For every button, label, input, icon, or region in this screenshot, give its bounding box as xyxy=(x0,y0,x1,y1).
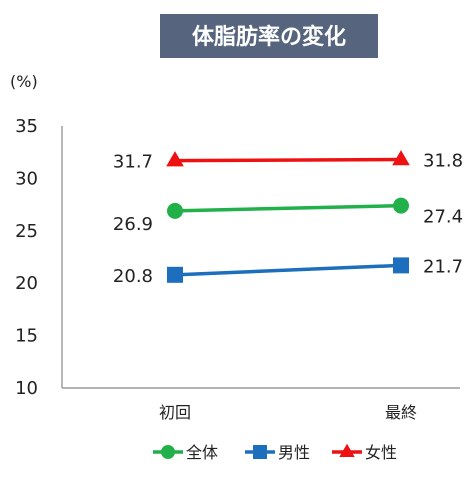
legend-label: 全体 xyxy=(186,443,218,462)
series-circle: 26.9 27.4 xyxy=(113,197,463,235)
y-tick-label: 10 xyxy=(15,378,38,399)
y-tick-label: 35 xyxy=(15,116,38,137)
legend-item: 全体 xyxy=(153,443,218,462)
legend-label: 男性 xyxy=(278,443,310,462)
legend-marker xyxy=(161,445,175,459)
series-square: 20.8 21.7 xyxy=(113,256,463,286)
data-label: 21.7 xyxy=(423,256,463,277)
y-tick-label: 15 xyxy=(15,326,38,347)
chart-title: 体脂肪率の変化 xyxy=(192,24,346,50)
series-line xyxy=(174,157,402,163)
legend-marker xyxy=(253,445,267,459)
y-axis-unit-label: (%) xyxy=(10,72,38,91)
data-label: 20.8 xyxy=(113,266,153,287)
data-point xyxy=(393,257,409,274)
data-point xyxy=(393,197,409,214)
data-label: 31.8 xyxy=(423,151,463,172)
legend-item: 男性 xyxy=(245,443,310,462)
legend-label: 女性 xyxy=(365,443,397,462)
series-group: 26.9 27.4 20.8 21.7 31.7 31.8 xyxy=(113,150,463,287)
x-tick-labels: 初回 最終 xyxy=(159,403,417,422)
y-tick-label: 30 xyxy=(15,168,38,189)
series-line xyxy=(174,263,402,277)
x-tick-label: 最終 xyxy=(385,403,417,422)
data-point xyxy=(167,202,183,219)
data-label: 31.7 xyxy=(113,152,153,173)
legend-marker xyxy=(339,443,355,458)
y-tick-label: 25 xyxy=(15,221,38,242)
data-label: 27.4 xyxy=(423,207,463,228)
y-tick-label: 20 xyxy=(15,273,38,294)
data-point xyxy=(166,151,184,167)
legend: 全体 男性 女性 xyxy=(153,443,397,462)
data-point xyxy=(167,266,183,283)
legend-item: 女性 xyxy=(332,443,397,462)
chart-title-background xyxy=(160,14,378,58)
x-tick-label: 初回 xyxy=(159,403,191,422)
y-tick-labels: 10 15 20 25 30 35 xyxy=(15,116,38,399)
data-point xyxy=(392,150,410,166)
series-line xyxy=(174,203,402,213)
data-label: 26.9 xyxy=(113,214,153,235)
series-triangle: 31.7 31.8 xyxy=(113,150,463,173)
